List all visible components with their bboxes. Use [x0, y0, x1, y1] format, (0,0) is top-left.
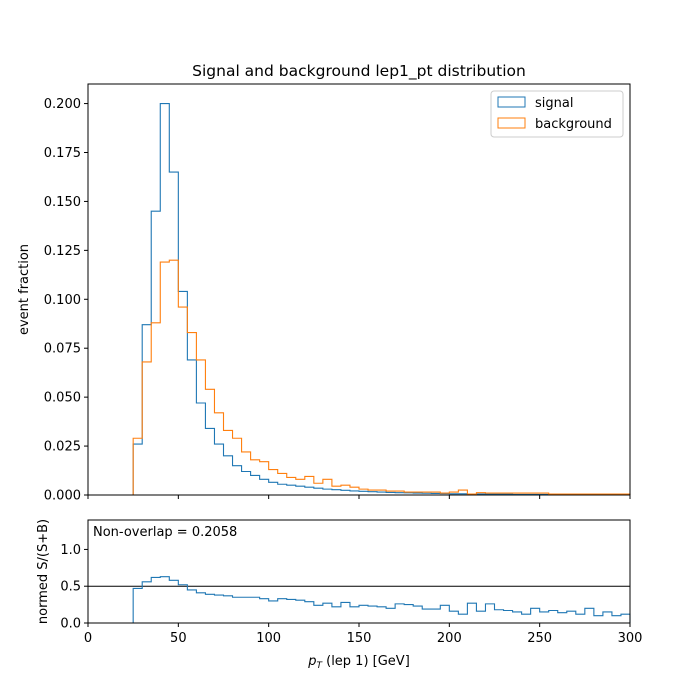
top-y-tick-label: 0.000	[44, 489, 81, 504]
legend-swatch-background	[497, 117, 526, 129]
histogram-signal	[88, 103, 631, 496]
bottom-x-tick-label: 200	[437, 631, 462, 646]
top-y-tick-label: 0.125	[44, 244, 81, 259]
bottom-x-tick-label: 100	[256, 631, 281, 646]
top-y-tick-label: 0.175	[44, 146, 81, 161]
x-axis-label-symbol: p	[307, 654, 316, 669]
bottom-x-tick-label: 50	[170, 631, 187, 646]
bottom-x-axis: 0 50 100 150 200 250 300	[84, 623, 643, 646]
top-y-tick-label: 0.200	[44, 97, 81, 112]
top-panel: 0.000 0.025 0.050 0.075 0.100 0.125 0.150 0.175…	[17, 83, 631, 504]
bottom-x-tick-label: 250	[527, 631, 552, 646]
top-y-tick-label: 0.025	[44, 440, 81, 455]
legend: signal background	[490, 90, 624, 138]
top-x-axis	[87, 495, 631, 499]
bottom-panel: 0.0 0.5 1.0 0 50 100 150 200 250 300 Non-overlap…	[36, 519, 642, 671]
bottom-y-tick-label: 1.0	[60, 543, 81, 558]
top-y-axis: 0.000 0.025 0.050 0.075 0.100 0.125 0.150 0.175…	[44, 97, 88, 504]
bottom-series-group	[88, 576, 631, 624]
top-y-tick-label: 0.050	[44, 391, 81, 406]
bottom-y-axis-label: normed S/(S+B)	[36, 519, 51, 624]
legend-frame	[490, 90, 624, 138]
top-y-tick-label: 0.100	[44, 293, 81, 308]
legend-swatch-signal	[497, 96, 526, 108]
top-series-group	[88, 103, 631, 496]
histogram-background	[88, 259, 631, 496]
x-axis-label-subscript: T	[316, 661, 323, 671]
bottom-y-tick-label: 0.0	[60, 617, 81, 632]
legend-label-background: background	[535, 117, 612, 132]
top-y-axis-label: event fraction	[17, 244, 32, 335]
bottom-x-tick-label: 150	[347, 631, 372, 646]
bottom-y-tick-label: 0.5	[60, 580, 81, 595]
legend-label-signal: signal	[535, 96, 573, 111]
top-y-tick-label: 0.150	[44, 195, 81, 210]
x-axis-label: pT (lep 1) [GeV]	[307, 654, 410, 671]
bottom-x-tick-label: 0	[84, 631, 92, 646]
bottom-y-axis: 0.0 0.5 1.0	[60, 543, 88, 632]
bottom-x-tick-label: 300	[618, 631, 643, 646]
x-axis-label-rest: (lep 1) [GeV]	[322, 654, 410, 669]
chart-title: Signal and background lep1_pt distributi…	[192, 62, 526, 81]
non-overlap-annotation: Non-overlap = 0.2058	[93, 525, 237, 540]
histogram-ratio	[88, 576, 631, 624]
top-y-tick-label: 0.075	[44, 342, 81, 357]
